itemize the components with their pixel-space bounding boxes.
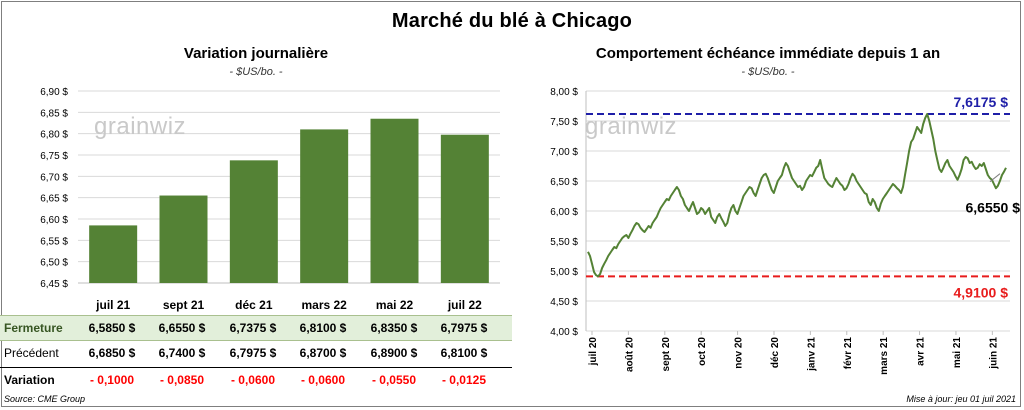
bar-chart: 6,45 $ 6,50 $ 6,55 $ 6,60 $ 6,65 $ 6,70 $ 6,75… bbox=[40, 87, 500, 312]
line-y-tick-label: 8,00 $ bbox=[550, 87, 578, 98]
line-x-tick-label: avr 21 bbox=[916, 337, 927, 366]
variation-label: Variation bbox=[4, 373, 55, 387]
line-x-tick-label: déc 20 bbox=[770, 337, 781, 369]
line-y-tick-label: 5,50 $ bbox=[550, 237, 578, 248]
last-value-leader bbox=[989, 173, 1001, 183]
line-x-tick-label: nov 20 bbox=[734, 337, 745, 369]
close-value: 6,8100 $ bbox=[299, 321, 347, 335]
close-value: 6,8350 $ bbox=[370, 321, 418, 335]
line-x-tick-label: juin 21 bbox=[988, 337, 999, 370]
bar bbox=[370, 118, 419, 283]
line-x-tick-label: févr 21 bbox=[843, 337, 854, 370]
previous-value: 6,8700 $ bbox=[299, 346, 347, 360]
left-watermark: grainwiz bbox=[94, 113, 186, 141]
right-chart-title: Comportement échéance immédiate depuis 1… bbox=[595, 45, 941, 62]
page-title: Marché du blé à Chicago bbox=[391, 10, 633, 32]
line-x-tick-label: juil 20 bbox=[588, 337, 599, 367]
bar bbox=[440, 134, 489, 283]
line-y-tick-label: 6,00 $ bbox=[550, 207, 578, 218]
previous-label: Précédent bbox=[4, 346, 59, 360]
bar-x-tick-label: juil 22 bbox=[447, 298, 482, 312]
right-watermark-text: grainwiz bbox=[585, 113, 678, 140]
source-note: Source: CME Group bbox=[4, 394, 86, 404]
line-x-tick-label: oct 20 bbox=[697, 337, 708, 366]
bar-x-tick-label: déc 21 bbox=[235, 298, 273, 312]
previous-row: Précédent 6,6850 $ 6,7400 $ 6,7975 $ 6,8… bbox=[0, 341, 512, 365]
close-row: Fermeture 6,5850 $ 6,6550 $ 6,7375 $ 6,8… bbox=[0, 315, 512, 341]
bar-y-tick-label: 6,60 $ bbox=[40, 215, 68, 226]
bar-x-tick-label: sept 21 bbox=[163, 298, 205, 312]
last-value-label: 6,6550 $ bbox=[966, 200, 1021, 216]
variation-value: - 0,0600 bbox=[230, 373, 276, 387]
update-note: Mise à jour: jeu 01 juil 2021 bbox=[906, 394, 1016, 404]
line-y-tick-label: 7,50 $ bbox=[550, 117, 578, 128]
previous-value: 6,7400 $ bbox=[158, 346, 206, 360]
close-value: 6,7375 $ bbox=[229, 321, 277, 335]
line-x-tick-label: mars 21 bbox=[879, 337, 890, 375]
variation-value: - 0,0850 bbox=[159, 373, 205, 387]
price-series-line bbox=[587, 113, 1007, 278]
bar-x-tick-label: mars 22 bbox=[301, 298, 347, 312]
line-y-tick-label: 7,00 $ bbox=[550, 147, 578, 158]
bar-y-tick-label: 6,90 $ bbox=[40, 87, 68, 98]
bar-y-tick-label: 6,45 $ bbox=[40, 279, 68, 290]
bar-x-tick-label: mai 22 bbox=[376, 298, 414, 312]
line-x-tick-label: janv 21 bbox=[806, 337, 817, 372]
close-value: 6,7975 $ bbox=[440, 321, 488, 335]
variation-value: - 0,0600 bbox=[300, 373, 346, 387]
bar-y-tick-label: 6,50 $ bbox=[40, 258, 68, 269]
line-x-tick-label: mai 21 bbox=[952, 337, 963, 369]
previous-value: 6,8100 $ bbox=[440, 346, 488, 360]
close-value: 6,6550 $ bbox=[158, 321, 206, 335]
variation-value: - 0,1000 bbox=[89, 373, 135, 387]
close-value: 6,5850 $ bbox=[88, 321, 136, 335]
bar-y-tick-label: 6,75 $ bbox=[40, 151, 68, 162]
left-chart-title: Variation journalière bbox=[183, 45, 329, 62]
line-y-tick-label: 4,00 $ bbox=[550, 327, 578, 338]
previous-value: 6,6850 $ bbox=[88, 346, 136, 360]
close-label: Fermeture bbox=[4, 321, 63, 335]
line-x-tick-label: sept 20 bbox=[661, 337, 672, 372]
bar bbox=[159, 195, 208, 283]
variation-row: Variation - 0,1000 - 0,0850 - 0,0600 - 0… bbox=[0, 367, 512, 392]
line-y-tick-label: 5,00 $ bbox=[550, 267, 578, 278]
line-y-tick-label: 4,50 $ bbox=[550, 297, 578, 308]
bar-y-tick-label: 6,85 $ bbox=[40, 108, 68, 119]
bar bbox=[229, 160, 278, 283]
left-chart-unit: - $US/bo. - bbox=[229, 66, 283, 78]
line-y-tick-label: 6,50 $ bbox=[550, 177, 578, 188]
line-x-tick-label: août 20 bbox=[624, 337, 635, 372]
right-chart-unit: - $US/bo. - bbox=[741, 66, 795, 78]
previous-value: 6,7975 $ bbox=[229, 346, 277, 360]
left-watermark-text: grainwiz bbox=[94, 113, 187, 140]
bar-y-tick-label: 6,55 $ bbox=[40, 236, 68, 247]
low-value-label: 4,9100 $ bbox=[954, 284, 1009, 300]
previous-value: 6,8900 $ bbox=[370, 346, 418, 360]
bar bbox=[300, 129, 349, 283]
bar-y-tick-label: 6,80 $ bbox=[40, 130, 68, 141]
bar-y-tick-label: 6,70 $ bbox=[40, 172, 68, 183]
variation-value: - 0,0125 bbox=[441, 373, 487, 387]
right-watermark: grainwiz bbox=[585, 113, 677, 141]
bar-x-tick-label: juil 21 bbox=[95, 298, 130, 312]
bar-y-tick-label: 6,65 $ bbox=[40, 194, 68, 205]
bar bbox=[89, 225, 138, 283]
high-value-label: 7,6175 $ bbox=[954, 94, 1009, 110]
variation-value: - 0,0550 bbox=[371, 373, 417, 387]
